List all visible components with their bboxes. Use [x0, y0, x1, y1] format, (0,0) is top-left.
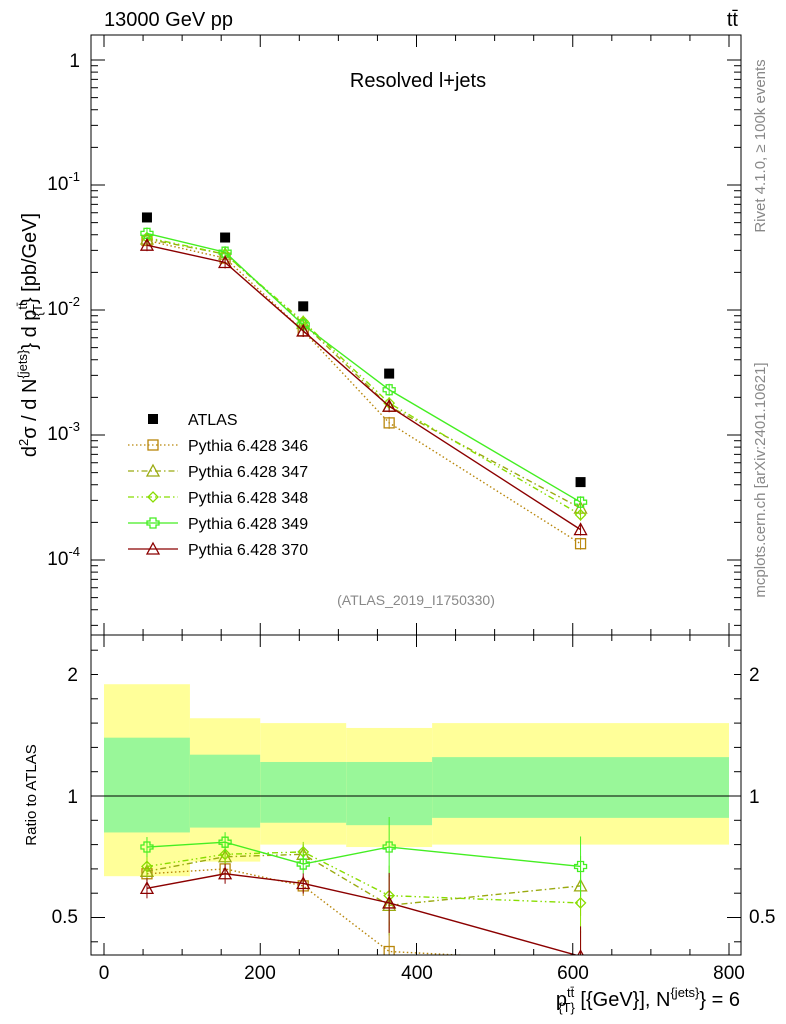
main-point-4-1 — [218, 246, 232, 258]
main-point-5-1 — [217, 255, 233, 269]
ratio-point-4-1 — [217, 866, 233, 880]
main-series-layer — [139, 212, 588, 550]
y-tick-label-1e-2: 10-2 — [47, 294, 80, 320]
ratio-point-2-4 — [574, 897, 587, 909]
y-tick-label-1e-1: 10-1 — [47, 169, 80, 195]
main-point-4-4 — [573, 496, 588, 508]
main-point-5-2 — [296, 323, 311, 337]
y-ratio-axis-title: Ratio to ATLAS — [23, 744, 40, 845]
x-tick-label-200: 200 — [244, 963, 276, 984]
legend-marker-346 — [147, 439, 159, 451]
x-tick-label-800: 800 — [713, 963, 745, 984]
x-tick-labels: 0 200 400 600 800 — [99, 963, 745, 984]
analysis-id: (ATLAS_2019_I1750330) — [337, 592, 495, 608]
main-point-0-2 — [298, 301, 309, 312]
legend-entry-348: Pythia 6.428 348 — [128, 490, 308, 507]
legend-entry-349: Pythia 6.428 349 — [128, 516, 308, 533]
ratio-point-3-4 — [573, 860, 588, 873]
y-ratio-tick-labels: 0.5 1 2 0.5 1 2 — [52, 665, 776, 928]
x-tick-label-400: 400 — [401, 963, 433, 984]
main-point-5-0 — [139, 237, 155, 251]
main-point-0-1 — [220, 232, 231, 243]
ratio-point-4-0 — [139, 880, 155, 894]
main-point-1-4 — [574, 538, 587, 550]
ratio-point-3-3 — [382, 841, 396, 853]
ratio-point-3-0 — [140, 841, 154, 853]
legend-entry-370: Pythia 6.428 370 — [128, 541, 308, 559]
legend-label-346: Pythia 6.428 346 — [188, 438, 308, 455]
y-tick-label-1: 1 — [69, 51, 80, 72]
x-tick-label-600: 600 — [557, 963, 589, 984]
legend-marker-atlas — [148, 414, 158, 424]
y-tick-label-1e-4: 10-4 — [47, 544, 80, 570]
main-point-0-4 — [575, 477, 586, 488]
band-inner-1 — [189, 754, 261, 828]
ratio-point-0-3 — [383, 945, 395, 955]
main-line-1 — [146, 239, 581, 545]
ratio-tick-label-0.5-right: 0.5 — [749, 907, 775, 928]
legend-label-atlas: ATLAS — [188, 412, 238, 429]
main-point-5-3 — [382, 398, 397, 412]
ratio-point-3-2 — [296, 858, 310, 870]
y-main-axis-title: d2σ / d N{jets}} d ptt̄{T} [pb/GeV] — [15, 213, 45, 457]
main-point-3-4 — [574, 508, 587, 521]
legend-marker-347 — [145, 463, 161, 477]
ratio-tick-label-0.5-left: 0.5 — [52, 907, 78, 928]
band-inner-0 — [104, 737, 190, 833]
ratio-tick-label-1-right: 1 — [749, 787, 760, 808]
main-point-1-3 — [383, 417, 395, 429]
process-label: tt̄ — [727, 9, 739, 31]
ratio-tick-label-2-left: 2 — [67, 665, 78, 686]
ratio-line-0 — [146, 868, 472, 955]
x-tick-label-0: 0 — [99, 963, 110, 984]
ratio-series-layer — [139, 817, 588, 955]
main-point-0-3 — [384, 368, 395, 379]
ratio-point-4-2 — [296, 876, 311, 890]
legend-marker-349 — [146, 517, 160, 529]
ratio-uncertainty-bands — [104, 684, 729, 877]
plot-subtitle: Resolved l+jets — [350, 70, 486, 92]
band-inner-3 — [346, 761, 433, 826]
legend-label-347: Pythia 6.428 347 — [188, 464, 308, 481]
ratio-point-4-3 — [382, 895, 397, 909]
main-line-5 — [146, 244, 581, 531]
ratio-line-4 — [146, 873, 579, 955]
legend: ATLAS Pythia 6.428 346 Pythia 6.428 347 … — [128, 412, 308, 559]
main-line-4 — [146, 232, 581, 503]
y-main-axis-title-text: d2σ / d N{jets}} d ptt̄{T} [pb/GeV] — [15, 213, 45, 457]
main-point-5-4 — [573, 522, 588, 536]
ratio-tick-label-2-right: 2 — [749, 665, 760, 686]
ratio-point-2-0 — [141, 860, 153, 873]
y-main-tick-labels: 10-4 10-3 10-2 10-1 1 — [47, 51, 80, 570]
x-axis-title: ptt̄ {T} [{GeV}], N{jets}} = 6 — [556, 985, 740, 1015]
mcplots-label: mcplots.cern.ch [arXiv:2401.10621] — [752, 362, 769, 597]
rivet-version-label: Rivet 4.1.0, ≥ 100k events — [752, 59, 769, 232]
legend-label-370: Pythia 6.428 370 — [188, 542, 308, 559]
band-inner-4 — [432, 757, 729, 818]
legend-marker-348 — [147, 491, 159, 503]
main-point-4-0 — [140, 227, 154, 240]
axis-ticks — [91, 35, 741, 955]
legend-entry-atlas: ATLAS — [148, 412, 238, 429]
legend-entry-346: Pythia 6.428 346 — [128, 438, 308, 455]
legend-marker-370 — [145, 541, 161, 555]
ratio-tick-label-1-left: 1 — [67, 787, 78, 808]
ratio-point-2-1 — [219, 848, 232, 861]
main-point-0-0 — [141, 212, 152, 223]
ratio-point-3-1 — [218, 836, 232, 848]
energy-label: 13000 GeV pp — [104, 9, 233, 31]
band-inner-2 — [260, 761, 347, 823]
legend-label-348: Pythia 6.428 348 — [188, 490, 308, 507]
legend-label-349: Pythia 6.428 349 — [188, 516, 308, 533]
legend-entry-347: Pythia 6.428 347 — [128, 463, 308, 481]
main-point-4-3 — [382, 384, 396, 396]
y-tick-label-1e-3: 10-3 — [47, 419, 80, 445]
